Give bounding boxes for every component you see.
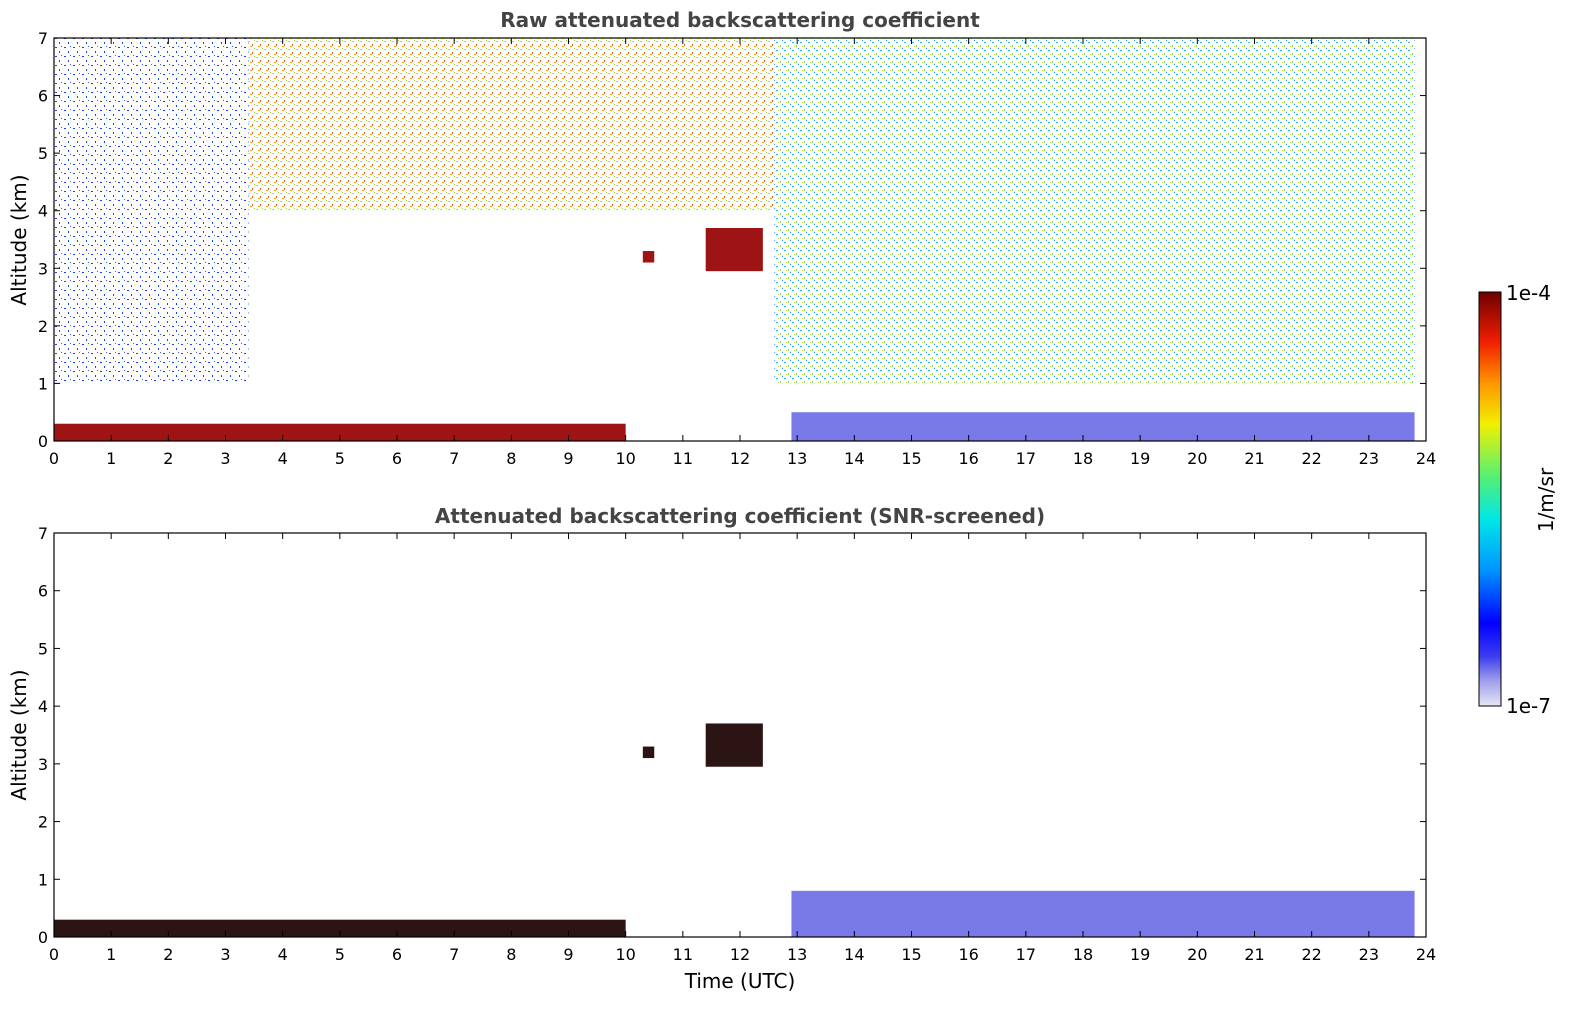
ytick-label: 2 bbox=[38, 813, 48, 832]
panel-raw-title: Raw attenuated backscattering coefficien… bbox=[500, 8, 980, 32]
xtick-label: 21 bbox=[1244, 945, 1264, 964]
ytick-label: 4 bbox=[38, 697, 48, 716]
xtick-label: 19 bbox=[1130, 449, 1150, 468]
xtick-label: 12 bbox=[730, 945, 750, 964]
panel-screened: Attenuated backscattering coefficient (S… bbox=[7, 504, 1436, 993]
ytick-label: 7 bbox=[38, 29, 48, 48]
ytick-label: 0 bbox=[38, 928, 48, 947]
xtick-label: 8 bbox=[506, 449, 516, 468]
ytick-label: 5 bbox=[38, 639, 48, 658]
xtick-label: 7 bbox=[449, 945, 459, 964]
xtick-label: 16 bbox=[958, 945, 978, 964]
feature-0-4 bbox=[54, 38, 249, 384]
xtick-label: 12 bbox=[730, 449, 750, 468]
ytick-label: 4 bbox=[38, 202, 48, 221]
xtick-label: 10 bbox=[615, 449, 635, 468]
ytick-label: 1 bbox=[38, 374, 48, 393]
ytick-label: 6 bbox=[38, 582, 48, 601]
xtick-label: 24 bbox=[1416, 449, 1436, 468]
xtick-label: 7 bbox=[449, 449, 459, 468]
xtick-label: 18 bbox=[1073, 449, 1093, 468]
xtick-label: 14 bbox=[844, 945, 864, 964]
xtick-label: 17 bbox=[1016, 945, 1036, 964]
ytick-label: 6 bbox=[38, 87, 48, 106]
ytick-label: 3 bbox=[38, 755, 48, 774]
panel-raw-axes: 0 1 2 3 4 5 6 7 8 9 10 11 12 13 14 15 16 17 18 19 20 21 22 23 24… bbox=[38, 29, 1436, 468]
xtick-label: 14 bbox=[844, 449, 864, 468]
xtick-label: 18 bbox=[1073, 945, 1093, 964]
feature-0-5 bbox=[248, 38, 775, 211]
xtick-label: 8 bbox=[506, 945, 516, 964]
ytick-label: 5 bbox=[38, 144, 48, 163]
xtick-label: 24 bbox=[1416, 945, 1436, 964]
colorbar-min-label: 1e-7 bbox=[1506, 694, 1551, 718]
colorbar-max-label: 1e-4 bbox=[1506, 281, 1551, 305]
panel-screened-title: Attenuated backscattering coefficient (S… bbox=[435, 504, 1045, 528]
xtick-label: 5 bbox=[335, 449, 345, 468]
xtick-label: 11 bbox=[673, 449, 693, 468]
xtick-label: 0 bbox=[49, 449, 59, 468]
feature-1-2 bbox=[705, 723, 763, 767]
feature-0-0 bbox=[54, 423, 626, 441]
xtick-label: 9 bbox=[563, 945, 573, 964]
colorbar-gradient bbox=[1478, 291, 1502, 707]
feature-1-1 bbox=[642, 746, 655, 759]
xtick-label: 20 bbox=[1187, 449, 1207, 468]
xtick-label: 15 bbox=[901, 945, 921, 964]
ytick-label: 7 bbox=[38, 524, 48, 543]
panel-screened-ylabel: Altitude (km) bbox=[7, 669, 31, 800]
feature-0-6 bbox=[774, 38, 1415, 384]
panel-screened-axes: 0 1 2 3 4 5 6 7 8 9 10 11 12 13 14 15 16 17 18 19 20 21 22 23 24… bbox=[38, 524, 1436, 964]
xtick-label: 0 bbox=[49, 945, 59, 964]
xtick-label: 10 bbox=[615, 945, 635, 964]
panel-raw-ylabel: Altitude (km) bbox=[7, 174, 31, 305]
ytick-label: 3 bbox=[38, 259, 48, 278]
xtick-label: 17 bbox=[1016, 449, 1036, 468]
xtick-label: 20 bbox=[1187, 945, 1207, 964]
xtick-label: 6 bbox=[392, 945, 402, 964]
xtick-label: 4 bbox=[278, 449, 288, 468]
panel-raw: Raw attenuated backscattering coefficien… bbox=[7, 8, 1436, 468]
xtick-label: 23 bbox=[1359, 449, 1379, 468]
colorbar-unit-label: 1/m/sr bbox=[1534, 467, 1558, 532]
panel-raw-features bbox=[54, 38, 1415, 441]
xtick-label: 5 bbox=[335, 945, 345, 964]
feature-0-3 bbox=[791, 412, 1415, 441]
feature-0-1 bbox=[642, 251, 655, 263]
xtick-label: 9 bbox=[563, 449, 573, 468]
xtick-label: 3 bbox=[220, 449, 230, 468]
ytick-label: 1 bbox=[38, 870, 48, 889]
xtick-label: 2 bbox=[163, 945, 173, 964]
xtick-label: 6 bbox=[392, 449, 402, 468]
xtick-label: 13 bbox=[787, 945, 807, 964]
xtick-label: 23 bbox=[1359, 945, 1379, 964]
ytick-label: 2 bbox=[38, 317, 48, 336]
colorbar: 1e-4 1e-7 1/m/sr bbox=[1478, 281, 1558, 718]
ytick-label: 0 bbox=[38, 432, 48, 451]
xtick-label: 22 bbox=[1301, 945, 1321, 964]
xtick-label: 15 bbox=[901, 449, 921, 468]
xtick-label: 21 bbox=[1244, 449, 1264, 468]
xtick-label: 11 bbox=[673, 945, 693, 964]
xtick-label: 1 bbox=[106, 945, 116, 964]
xtick-label: 4 bbox=[278, 945, 288, 964]
panel-screened-xlabel: Time (UTC) bbox=[684, 969, 796, 993]
xtick-label: 3 bbox=[220, 945, 230, 964]
panel-screened-features bbox=[54, 723, 1415, 937]
xtick-label: 1 bbox=[106, 449, 116, 468]
feature-0-2 bbox=[705, 227, 763, 272]
xtick-label: 19 bbox=[1130, 945, 1150, 964]
xtick-label: 16 bbox=[958, 449, 978, 468]
feature-1-3 bbox=[791, 890, 1415, 937]
xtick-label: 2 bbox=[163, 449, 173, 468]
xtick-label: 13 bbox=[787, 449, 807, 468]
xtick-label: 22 bbox=[1301, 449, 1321, 468]
feature-1-0 bbox=[54, 919, 626, 937]
